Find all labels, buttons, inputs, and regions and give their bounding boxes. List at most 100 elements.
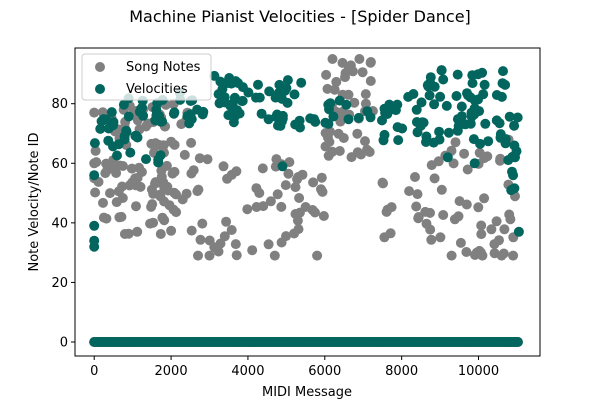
- velocity-point: [497, 78, 508, 89]
- song-note-point: [316, 172, 327, 183]
- song-note-point: [90, 187, 101, 198]
- song-note-point: [438, 210, 449, 220]
- song-note-point: [499, 224, 510, 235]
- song-note-point: [461, 247, 472, 257]
- velocity-point: [279, 85, 290, 96]
- song-note-point: [186, 137, 197, 148]
- velocity-point: [452, 125, 463, 136]
- song-note-point: [337, 57, 348, 68]
- velocity-point: [456, 101, 467, 112]
- velocity-point: [353, 112, 364, 123]
- song-note-point: [89, 158, 100, 169]
- song-note-point: [186, 225, 197, 236]
- song-note-point: [473, 202, 484, 213]
- song-note-point: [146, 201, 157, 212]
- song-note-point: [188, 165, 199, 176]
- song-note-point: [461, 199, 472, 210]
- legend-label-song-notes: Song Notes: [126, 60, 201, 75]
- song-note-point: [101, 213, 112, 224]
- velocity-point: [456, 111, 467, 122]
- velocity-point: [228, 117, 239, 128]
- velocity-point: [428, 137, 439, 148]
- velocity-point: [271, 111, 282, 122]
- velocity-point: [103, 135, 114, 146]
- song-note-point: [204, 250, 215, 261]
- song-note-point: [435, 232, 446, 243]
- song-note-point: [323, 150, 334, 161]
- song-note-point: [290, 182, 301, 193]
- legend-marker-velocities: [95, 84, 105, 94]
- x-tick-label: 8000: [385, 364, 418, 379]
- song-note-point: [365, 57, 376, 67]
- song-note-point: [421, 218, 432, 229]
- velocity-point: [416, 97, 427, 108]
- velocity-point: [508, 170, 519, 181]
- velocity-point: [125, 147, 136, 158]
- song-note-point: [145, 218, 156, 229]
- velocity-point: [263, 114, 274, 125]
- song-note-point: [204, 235, 215, 246]
- velocity-point: [328, 111, 339, 122]
- velocity-point: [435, 91, 446, 102]
- velocity-point: [96, 116, 107, 127]
- velocity-point: [95, 123, 106, 134]
- song-note-point: [155, 229, 166, 239]
- velocity-point: [510, 152, 520, 163]
- song-note-point: [312, 250, 323, 261]
- song-note-point: [159, 183, 170, 194]
- song-note-point: [357, 67, 368, 78]
- song-note-point: [283, 168, 294, 179]
- song-note-point: [117, 161, 128, 171]
- velocity-point: [421, 137, 431, 147]
- velocity-point: [392, 99, 403, 110]
- velocity-point: [219, 92, 230, 103]
- velocity-point: [504, 111, 515, 122]
- velocity-point: [323, 118, 334, 129]
- velocity-point: [256, 108, 267, 119]
- velocity-point: [222, 78, 233, 88]
- velocity-point: [512, 337, 523, 347]
- song-note-point: [381, 206, 392, 217]
- song-note-point: [455, 237, 466, 248]
- song-note-point: [131, 201, 141, 212]
- song-note-point: [321, 69, 332, 80]
- song-note-point: [411, 201, 422, 212]
- song-note-point: [171, 207, 182, 218]
- velocity-point: [289, 89, 300, 100]
- song-note-point: [195, 234, 206, 245]
- song-note-point: [378, 178, 388, 189]
- song-note-point: [218, 161, 229, 172]
- velocity-point: [343, 114, 354, 125]
- velocity-point: [277, 161, 288, 172]
- velocity-point: [381, 104, 392, 115]
- velocity-point: [137, 102, 148, 113]
- song-note-point: [412, 189, 423, 200]
- velocity-point: [152, 98, 163, 109]
- song-note-point: [349, 97, 360, 108]
- y-tick-label: 60: [51, 157, 68, 172]
- song-note-point: [354, 54, 365, 64]
- song-note-point: [476, 220, 487, 231]
- song-note-point: [167, 168, 178, 179]
- velocity-point: [479, 79, 490, 90]
- velocity-point: [282, 75, 293, 86]
- velocity-point: [442, 152, 453, 163]
- song-note-point: [116, 211, 127, 222]
- velocity-point: [243, 87, 254, 98]
- song-note-point: [193, 184, 204, 195]
- song-note-point: [146, 138, 157, 149]
- velocity-point: [452, 69, 463, 80]
- velocity-point: [491, 115, 502, 126]
- song-note-point: [462, 164, 473, 175]
- song-note-point: [98, 197, 108, 208]
- song-note-point: [213, 246, 224, 257]
- velocity-point: [106, 107, 117, 118]
- song-note-point: [504, 209, 515, 220]
- velocity-point: [468, 134, 479, 145]
- song-note-point: [320, 141, 331, 152]
- song-note-point: [197, 218, 208, 229]
- song-note-point: [292, 215, 303, 226]
- song-note-point: [169, 187, 180, 198]
- velocity-point: [233, 78, 243, 88]
